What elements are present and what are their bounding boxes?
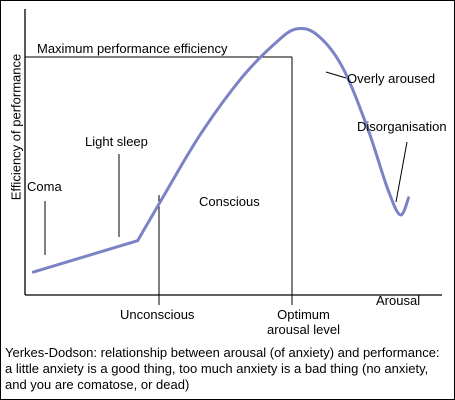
- performance-curve: [31, 26, 411, 274]
- optimum-label-line-2: arousal level: [267, 322, 340, 337]
- optimum-label-line-1: Optimum: [277, 307, 330, 322]
- optimum-label: Optimum arousal level: [267, 307, 340, 337]
- overly-aroused-label: Overly aroused: [347, 71, 436, 86]
- chart-canvas: [24, 9, 442, 305]
- unconscious-label: Unconscious: [120, 307, 195, 322]
- coma-label: Coma: [27, 179, 62, 194]
- figure-caption: Yerkes-Dodson: relationship between arou…: [5, 345, 440, 392]
- x-axis-label: Arousal: [376, 293, 421, 308]
- disorganisation-label: Disorganisation: [357, 119, 447, 134]
- light-sleep-label: Light sleep: [85, 134, 148, 149]
- max-performance-label: Maximum performance efficiency: [37, 41, 228, 56]
- overly-aroused-leader: [325, 71, 347, 79]
- y-axis-label: Efficiency of performance: [8, 53, 24, 201]
- conscious-label: Conscious: [199, 194, 260, 209]
- disorganisation-leader: [395, 141, 408, 203]
